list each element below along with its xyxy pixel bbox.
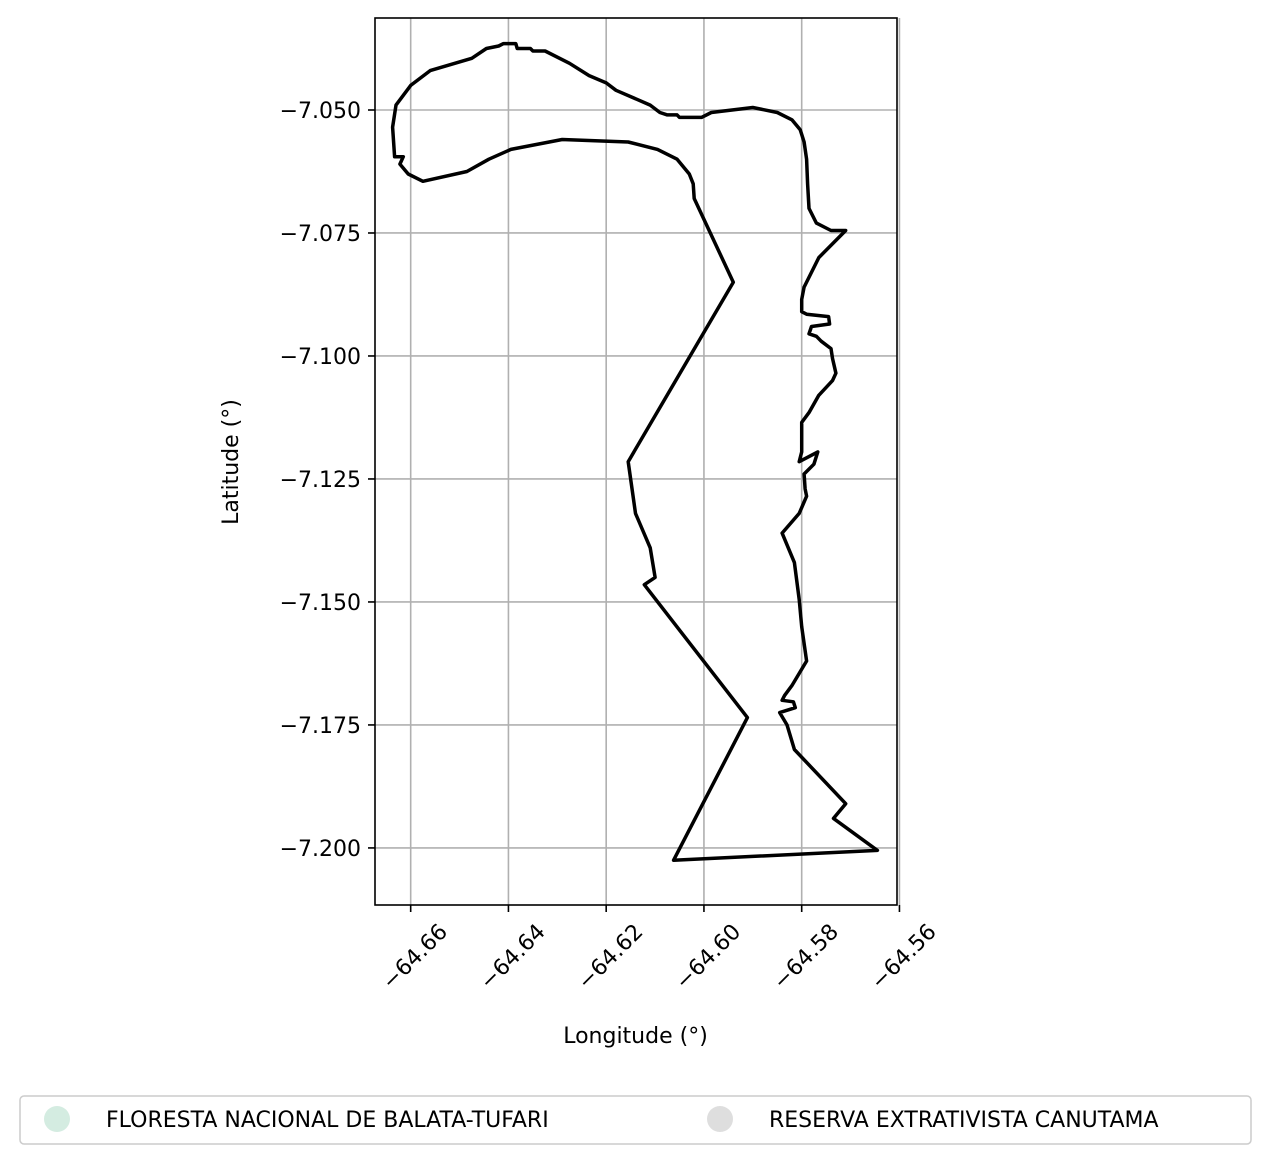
legend-marker-reserva-extrativista xyxy=(707,1106,733,1132)
legend-marker-floresta-nacional xyxy=(44,1106,70,1132)
legend-label-reserva-extrativista: RESERVA EXTRATIVISTA CANUTAMA xyxy=(769,1108,1159,1133)
legend-label-floresta-nacional: FLORESTA NACIONAL DE BALATA-TUFARI xyxy=(106,1108,549,1133)
y-tick-label: −7.050 xyxy=(280,99,361,124)
legend-frame xyxy=(19,1095,1252,1145)
y-tick-label: −7.075 xyxy=(280,222,361,247)
x-axis-label: Longitude (°) xyxy=(563,1024,708,1049)
y-tick-label: −7.175 xyxy=(280,714,361,739)
y-tick-label: −7.150 xyxy=(280,591,361,616)
y-tick-label: −7.100 xyxy=(280,345,361,370)
y-tick-label: −7.200 xyxy=(280,837,361,862)
y-axis-label: Latitude (°) xyxy=(219,399,244,525)
plot-area xyxy=(374,17,901,906)
axes-frame xyxy=(374,17,898,906)
protected-area-boundary xyxy=(390,41,880,862)
legend: FLORESTA NACIONAL DE BALATA-TUFARI RESER… xyxy=(19,1095,1252,1145)
y-tick-label: −7.125 xyxy=(280,468,361,493)
y-axis-ticks: −7.050 −7.075 −7.100 −7.125 −7.150 −7.175 −7.2… xyxy=(280,99,375,862)
